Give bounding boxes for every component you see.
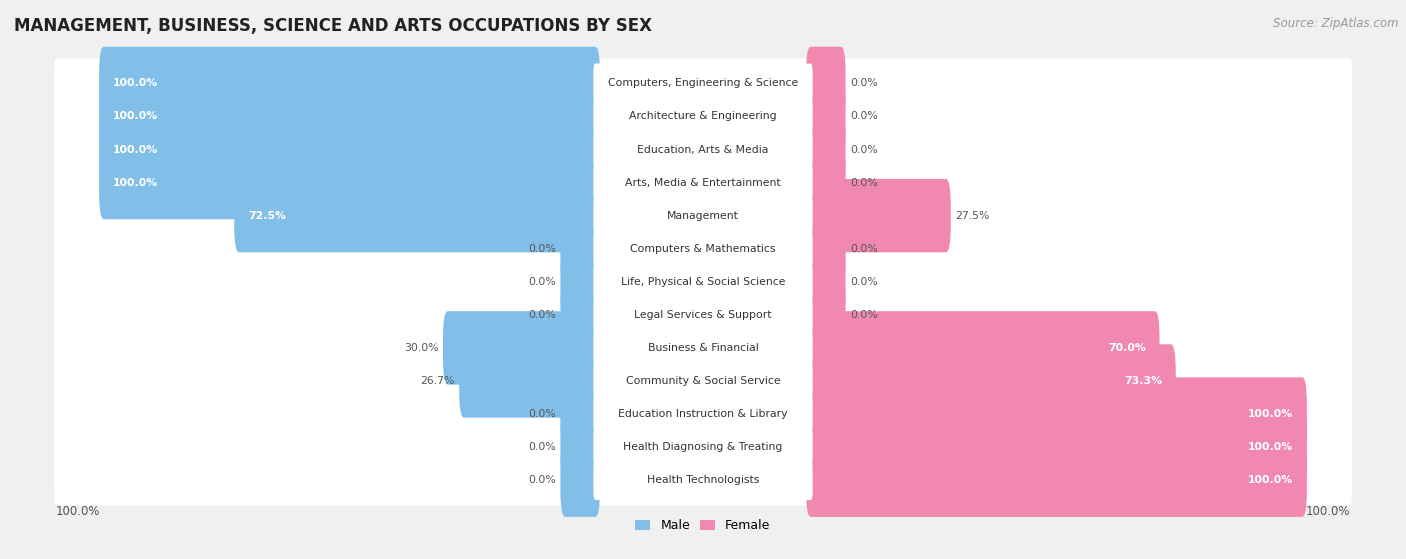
FancyBboxPatch shape xyxy=(561,410,600,484)
FancyBboxPatch shape xyxy=(55,323,1351,373)
FancyBboxPatch shape xyxy=(561,278,600,352)
FancyBboxPatch shape xyxy=(100,113,600,186)
Text: Computers & Mathematics: Computers & Mathematics xyxy=(630,244,776,254)
FancyBboxPatch shape xyxy=(460,344,600,418)
FancyBboxPatch shape xyxy=(593,427,813,467)
FancyBboxPatch shape xyxy=(593,97,813,136)
Text: Community & Social Service: Community & Social Service xyxy=(626,376,780,386)
Text: Management: Management xyxy=(666,211,740,221)
FancyBboxPatch shape xyxy=(593,295,813,335)
Text: 0.0%: 0.0% xyxy=(529,277,557,287)
Text: 100.0%: 100.0% xyxy=(1249,409,1294,419)
Legend: Male, Female: Male, Female xyxy=(636,519,770,532)
Text: 100.0%: 100.0% xyxy=(1249,442,1294,452)
Text: Computers, Engineering & Science: Computers, Engineering & Science xyxy=(607,78,799,88)
Text: Architecture & Engineering: Architecture & Engineering xyxy=(630,111,776,121)
Text: 100.0%: 100.0% xyxy=(112,178,157,188)
FancyBboxPatch shape xyxy=(593,361,813,401)
FancyBboxPatch shape xyxy=(593,229,813,268)
FancyBboxPatch shape xyxy=(55,455,1351,505)
Text: 0.0%: 0.0% xyxy=(529,310,557,320)
FancyBboxPatch shape xyxy=(806,410,1306,484)
FancyBboxPatch shape xyxy=(806,311,1160,385)
FancyBboxPatch shape xyxy=(593,196,813,235)
FancyBboxPatch shape xyxy=(55,257,1351,307)
Text: 0.0%: 0.0% xyxy=(529,475,557,485)
Text: Education Instruction & Library: Education Instruction & Library xyxy=(619,409,787,419)
Text: 100.0%: 100.0% xyxy=(1306,505,1350,518)
FancyBboxPatch shape xyxy=(806,278,845,352)
FancyBboxPatch shape xyxy=(593,64,813,103)
FancyBboxPatch shape xyxy=(55,191,1351,241)
Text: Source: ZipAtlas.com: Source: ZipAtlas.com xyxy=(1274,17,1399,30)
FancyBboxPatch shape xyxy=(55,158,1351,208)
Text: Education, Arts & Media: Education, Arts & Media xyxy=(637,145,769,154)
FancyBboxPatch shape xyxy=(561,377,600,451)
Text: 0.0%: 0.0% xyxy=(849,178,877,188)
FancyBboxPatch shape xyxy=(806,113,845,186)
FancyBboxPatch shape xyxy=(806,245,845,319)
Text: 100.0%: 100.0% xyxy=(56,505,100,518)
FancyBboxPatch shape xyxy=(806,377,1306,451)
Text: 0.0%: 0.0% xyxy=(849,78,877,88)
Text: 0.0%: 0.0% xyxy=(529,244,557,254)
Text: Legal Services & Support: Legal Services & Support xyxy=(634,310,772,320)
FancyBboxPatch shape xyxy=(100,46,600,120)
FancyBboxPatch shape xyxy=(593,262,813,302)
Text: 0.0%: 0.0% xyxy=(849,310,877,320)
FancyBboxPatch shape xyxy=(55,389,1351,439)
Text: 0.0%: 0.0% xyxy=(849,277,877,287)
FancyBboxPatch shape xyxy=(806,212,845,286)
FancyBboxPatch shape xyxy=(55,58,1351,108)
Text: Health Diagnosing & Treating: Health Diagnosing & Treating xyxy=(623,442,783,452)
Text: 0.0%: 0.0% xyxy=(529,409,557,419)
FancyBboxPatch shape xyxy=(561,212,600,286)
Text: 0.0%: 0.0% xyxy=(849,111,877,121)
FancyBboxPatch shape xyxy=(55,224,1351,274)
FancyBboxPatch shape xyxy=(593,130,813,169)
FancyBboxPatch shape xyxy=(443,311,600,385)
Text: 73.3%: 73.3% xyxy=(1123,376,1161,386)
FancyBboxPatch shape xyxy=(55,356,1351,406)
FancyBboxPatch shape xyxy=(235,179,600,252)
Text: 26.7%: 26.7% xyxy=(420,376,456,386)
Text: 0.0%: 0.0% xyxy=(529,442,557,452)
FancyBboxPatch shape xyxy=(806,179,950,252)
FancyBboxPatch shape xyxy=(100,80,600,153)
Text: 70.0%: 70.0% xyxy=(1108,343,1146,353)
FancyBboxPatch shape xyxy=(100,146,600,219)
FancyBboxPatch shape xyxy=(55,91,1351,141)
Text: 100.0%: 100.0% xyxy=(112,145,157,154)
Text: Health Technologists: Health Technologists xyxy=(647,475,759,485)
FancyBboxPatch shape xyxy=(806,344,1175,418)
FancyBboxPatch shape xyxy=(806,80,845,153)
FancyBboxPatch shape xyxy=(806,443,1306,517)
FancyBboxPatch shape xyxy=(55,125,1351,174)
Text: 0.0%: 0.0% xyxy=(849,244,877,254)
Text: Life, Physical & Social Science: Life, Physical & Social Science xyxy=(621,277,785,287)
FancyBboxPatch shape xyxy=(593,394,813,434)
Text: MANAGEMENT, BUSINESS, SCIENCE AND ARTS OCCUPATIONS BY SEX: MANAGEMENT, BUSINESS, SCIENCE AND ARTS O… xyxy=(14,17,652,35)
FancyBboxPatch shape xyxy=(561,245,600,319)
FancyBboxPatch shape xyxy=(561,443,600,517)
Text: Arts, Media & Entertainment: Arts, Media & Entertainment xyxy=(626,178,780,188)
Text: 100.0%: 100.0% xyxy=(112,78,157,88)
Text: 30.0%: 30.0% xyxy=(404,343,439,353)
Text: 100.0%: 100.0% xyxy=(1249,475,1294,485)
Text: 72.5%: 72.5% xyxy=(247,211,285,221)
Text: 0.0%: 0.0% xyxy=(849,145,877,154)
FancyBboxPatch shape xyxy=(806,146,845,219)
FancyBboxPatch shape xyxy=(593,163,813,202)
FancyBboxPatch shape xyxy=(593,328,813,368)
FancyBboxPatch shape xyxy=(55,290,1351,340)
FancyBboxPatch shape xyxy=(806,46,845,120)
FancyBboxPatch shape xyxy=(55,422,1351,472)
Text: Business & Financial: Business & Financial xyxy=(648,343,758,353)
FancyBboxPatch shape xyxy=(593,461,813,500)
Text: 27.5%: 27.5% xyxy=(955,211,990,221)
Text: 100.0%: 100.0% xyxy=(112,111,157,121)
